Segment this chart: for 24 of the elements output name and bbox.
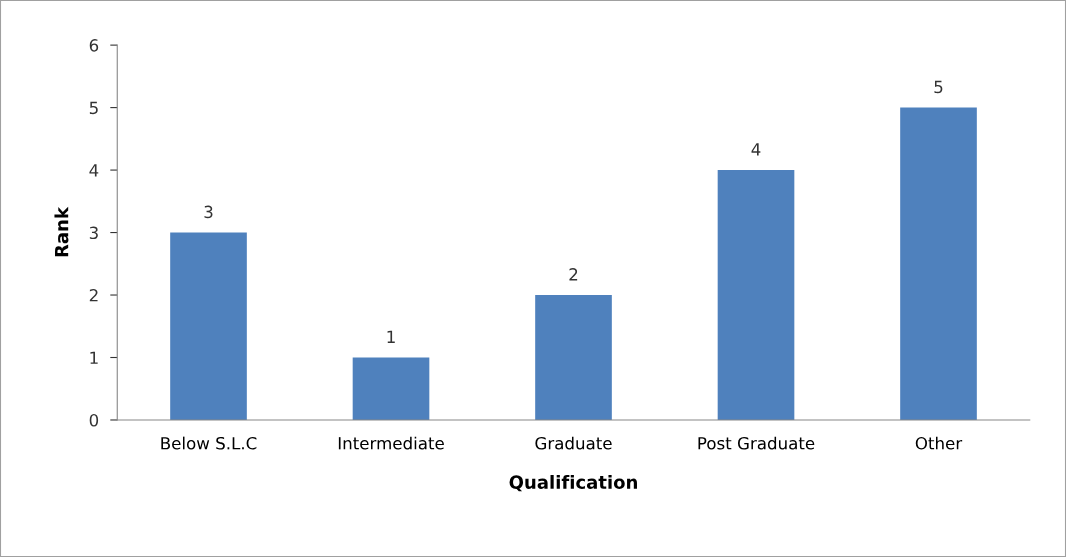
x-tick-label: Intermediate — [338, 436, 444, 450]
y-tick-label: 3 — [89, 226, 98, 240]
bar — [900, 107, 977, 420]
x-tick-label: Below S.L.C — [161, 436, 257, 450]
y-tick-label: 1 — [90, 351, 98, 364]
y-tick-label: 4 — [89, 164, 99, 177]
x-tick-label: Post Graduate — [698, 436, 815, 450]
data-label: 5 — [934, 80, 943, 94]
bar — [717, 170, 795, 420]
y-tick-label: 2 — [89, 288, 98, 302]
x-tick-label: Other — [915, 436, 963, 450]
x-tick-label: Graduate — [535, 436, 612, 450]
y-tick-label: 0 — [89, 413, 99, 427]
bar — [535, 295, 612, 420]
data-label: 3 — [204, 205, 213, 219]
data-label: 4 — [751, 143, 761, 156]
x-axis-title: Qualification — [509, 475, 637, 492]
y-axis-title: Rank — [54, 206, 69, 257]
data-label: 1 — [387, 330, 395, 343]
bar — [352, 357, 430, 420]
bar — [170, 232, 247, 420]
y-tick-label: 6 — [89, 39, 99, 52]
y-tick-label: 5 — [89, 101, 98, 115]
data-label: 2 — [569, 268, 578, 281]
